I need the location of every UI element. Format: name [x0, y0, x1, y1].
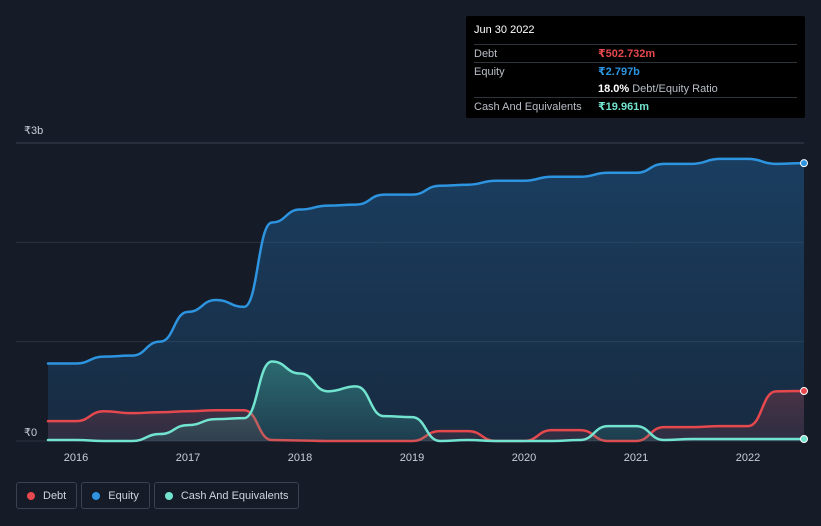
tooltip-row-cash: Cash And Equivalents ₹19.961m [474, 97, 797, 115]
legend-item-equity[interactable]: Equity [81, 482, 150, 509]
x-tick-label: 2016 [64, 452, 88, 464]
y-tick-label: ₹0 [24, 427, 37, 439]
x-tick-label: 2017 [176, 452, 200, 464]
tooltip-equity-value: ₹2.797b [598, 66, 640, 78]
tooltip-debt-value: ₹502.732m [598, 48, 656, 60]
x-tick-label: 2019 [400, 452, 424, 464]
x-tick-label: 2018 [288, 452, 312, 464]
tooltip-cash-value: ₹19.961m [598, 101, 650, 113]
equity-end-point [800, 159, 808, 168]
legend-item-cash[interactable]: Cash And Equivalents [153, 482, 300, 509]
tooltip-panel: Jun 30 2022 Debt ₹502.732m Equity ₹2.797… [466, 16, 805, 118]
tooltip-row-equity: Equity ₹2.797b [474, 62, 797, 80]
series-layer [46, 157, 808, 444]
cash-line [46, 360, 806, 443]
x-tick-label: 2022 [736, 452, 760, 464]
equity-line [46, 157, 806, 365]
legend-debt-label: Debt [43, 489, 67, 502]
cash-area [48, 361, 804, 441]
axis-layer: ₹0 ₹3b 2016 2017 2018 2019 2020 2021 2022 [24, 125, 760, 464]
legend-equity-label: Equity [108, 489, 139, 502]
tooltip-ratio-label: Debt/Equity Ratio [632, 82, 718, 95]
x-tick-label: 2020 [512, 452, 536, 464]
legend-cash-label: Cash And Equivalents [180, 489, 289, 502]
equity-area [48, 158, 804, 442]
tooltip-debt-label: Debt [474, 47, 498, 60]
cash-end-point [800, 435, 808, 444]
x-tick-label: 2021 [624, 452, 648, 464]
tooltip-row-ratio: 18.0% Debt/Equity Ratio [474, 80, 797, 97]
tooltip-row-debt: Debt ₹502.732m [474, 44, 797, 62]
debt-dot-icon [27, 491, 35, 500]
tooltip-date: Jun 30 2022 [474, 24, 535, 36]
tooltip-equity-label: Equity [474, 65, 505, 78]
tooltip-cash-label: Cash And Equivalents [474, 100, 582, 113]
tooltip-ratio-value: 18.0% [598, 82, 630, 95]
equity-dot-icon [92, 491, 101, 500]
y-tick-label: ₹3b [24, 125, 43, 137]
cash-dot-icon [164, 491, 173, 500]
chart-legend: Debt Equity Cash And Equivalents [16, 482, 300, 509]
debt-end-point [800, 387, 808, 396]
legend-item-debt[interactable]: Debt [16, 482, 78, 509]
